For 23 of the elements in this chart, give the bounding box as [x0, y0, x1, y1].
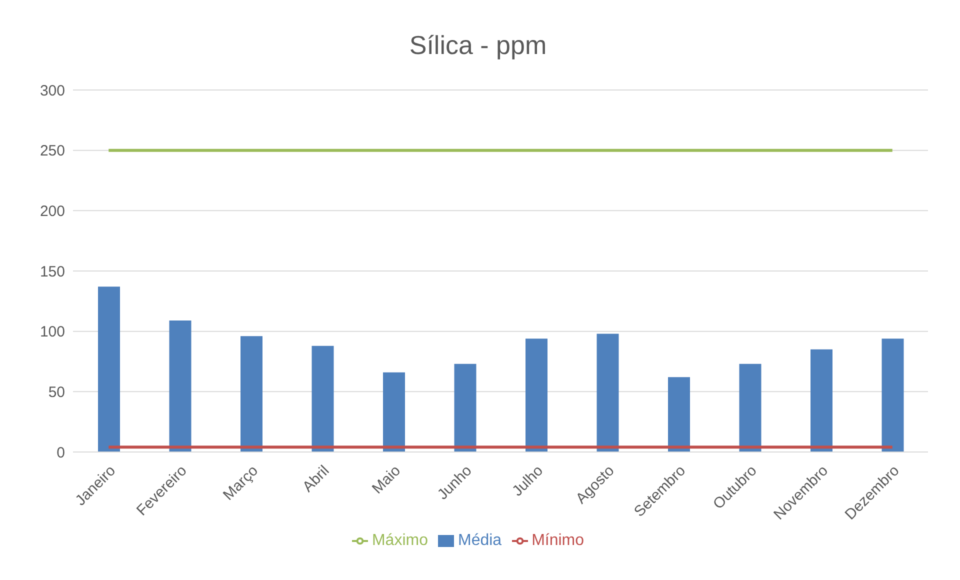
legend-label: Mínimo	[532, 532, 584, 549]
bar	[739, 364, 762, 452]
bar	[312, 346, 334, 452]
bar	[810, 349, 832, 452]
bar	[596, 334, 619, 452]
bar	[882, 338, 904, 452]
y-tick-label: 50	[48, 384, 65, 401]
chart-title: Sílica - ppm	[408, 29, 548, 62]
legend-label: Máximo	[372, 532, 428, 549]
y-tick-label: 300	[40, 82, 65, 100]
y-tick-label: 150	[40, 263, 65, 280]
y-tick-label: 250	[40, 142, 65, 160]
y-tick-label: 200	[40, 202, 65, 220]
y-tick-label: 100	[40, 324, 65, 341]
bar	[98, 286, 120, 452]
legend-label: Média	[458, 532, 502, 549]
y-tick-label: 0	[56, 444, 65, 462]
bar	[169, 320, 192, 452]
bar	[668, 377, 690, 452]
bar	[454, 364, 476, 452]
bar	[240, 336, 262, 452]
bar	[526, 338, 548, 452]
bar	[383, 372, 405, 452]
